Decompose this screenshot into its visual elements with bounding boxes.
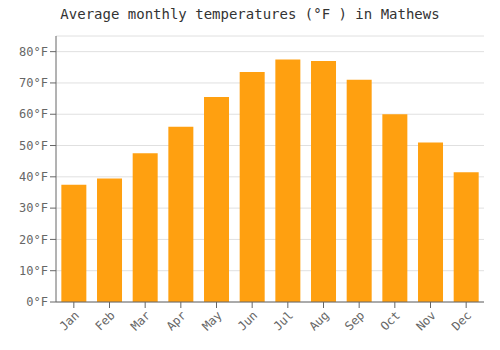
svg-text:60°F: 60°F xyxy=(19,107,48,121)
svg-text:Feb: Feb xyxy=(92,308,117,333)
svg-text:Dec: Dec xyxy=(449,308,474,333)
svg-text:20°F: 20°F xyxy=(19,233,48,247)
svg-text:Mar: Mar xyxy=(128,308,153,333)
svg-text:Jun: Jun xyxy=(235,308,260,333)
svg-text:Apr: Apr xyxy=(164,308,189,333)
svg-text:Nov: Nov xyxy=(413,308,438,333)
svg-text:70°F: 70°F xyxy=(19,76,48,90)
svg-text:40°F: 40°F xyxy=(19,170,48,184)
svg-text:Sep: Sep xyxy=(342,308,367,333)
html-text:Average monthly temperatures (: Average monthly temperatures (°F ) in Ma… xyxy=(60,6,440,22)
svg-text:80°F: 80°F xyxy=(19,45,48,59)
svg-text:10°F: 10°F xyxy=(19,264,48,278)
svg-text:Oct: Oct xyxy=(378,308,403,333)
svg-text:0°F: 0°F xyxy=(26,295,48,309)
svg-text:Jan: Jan xyxy=(57,308,82,333)
svg-text:50°F: 50°F xyxy=(19,139,48,153)
svg-text:Aug: Aug xyxy=(306,308,331,333)
svg-text:May: May xyxy=(199,308,224,333)
svg-text:30°F: 30°F xyxy=(19,201,48,215)
svg-text:Jul: Jul xyxy=(271,308,296,333)
